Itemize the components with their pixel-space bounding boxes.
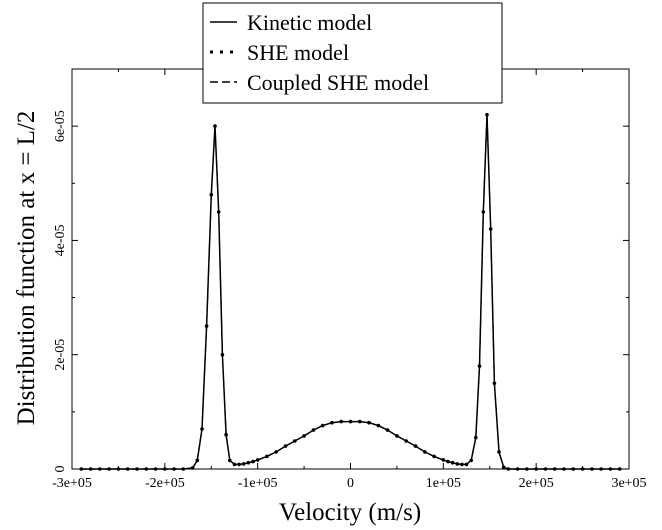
series-she-point [492,381,497,386]
series-she-point [116,467,121,471]
series-she-point [232,462,237,467]
series-she-point [246,460,251,465]
series-she-point [204,324,209,328]
series-she-point [460,462,464,467]
series-she-point [190,466,195,470]
series-she-point [477,364,482,368]
x-tick-label: 1e+05 [426,476,461,491]
series-she-point [413,444,418,448]
series-she-point [469,458,474,463]
series-she-point [200,427,204,431]
series-she-point [107,467,111,471]
series-she-point [88,467,93,471]
legend: Kinetic model SHE model Coupled SHE mode… [202,2,503,104]
series-she-point [497,450,501,454]
series-she-point [220,352,225,357]
series-she-point [195,458,200,463]
series-she-point [506,467,511,471]
series-she-point [481,210,486,214]
series-she-point [79,467,84,471]
series-she-point [450,460,455,465]
series-she-point [320,423,325,428]
series-she-point [525,467,529,471]
y-tick-label: 6e-05 [53,110,68,142]
series-she-point [339,419,344,424]
series-she-point [213,124,217,128]
x-axis-label: Velocity (m/s) [279,499,421,526]
series-she-point [125,467,130,471]
series-she-point [515,467,520,471]
series-she-point [216,210,221,214]
series-she-point [441,458,446,462]
y-tick-label: 4e-05 [53,224,68,256]
series-she-point [293,439,297,443]
series-she-point [543,467,548,471]
series-she-point [311,428,316,432]
series-she-point [330,420,334,425]
series-layer [79,112,622,471]
axis-ticks: -3e+05 -2e+05 -1e+05 0 1e+05 2e+05 3e+05 0 2e-05… [52,69,647,491]
series-she-point [501,465,506,470]
y-tick-label: 0 [53,466,68,473]
series-she-point [283,444,288,448]
series-she-point [395,434,399,438]
y-tick-label: 2e-05 [53,339,68,371]
series-she-point [367,420,371,425]
plot-frame [71,68,630,470]
y-axis-label: Distribution function at x = L/2 [13,111,40,426]
series-she-point [571,467,576,471]
series-she-point [376,423,381,428]
series-she-point [153,467,158,471]
series-she-point [608,467,613,471]
series-she-point [599,467,603,471]
series-she-point [474,435,478,440]
series-she-point [534,467,538,471]
series-she-point [617,467,622,471]
series-she-point [446,459,450,464]
series-she-point [265,454,269,459]
x-tick-label: 0 [347,476,354,491]
x-tick-label: 2e+05 [519,476,554,491]
series-she-point [181,467,186,471]
x-tick-label: 3e+05 [611,476,646,491]
series-she-point [562,467,566,471]
series-she-point [488,227,493,231]
series-she-point [464,462,469,467]
legend-box [202,2,503,104]
series-she-point [552,467,557,471]
series-kinetic-line [81,114,620,470]
series-she-point [209,192,214,197]
series-she-point [224,432,228,437]
series-she-point [144,467,149,471]
series-she-point [274,450,279,454]
x-tick-label: -1e+05 [238,476,278,491]
series-she-point [358,419,362,424]
series-she-point [172,467,176,471]
series-she-point [237,462,241,467]
series-she-point [163,467,167,471]
series-she-point [241,462,246,466]
series-she-point [580,467,585,471]
series-she-point [251,459,255,464]
series-she-point [98,467,102,471]
legend-label-coupled: Coupled SHE model [247,70,429,95]
series-coupled-she-line [81,114,620,470]
series-she-point [423,450,427,454]
legend-label-she: SHE model [247,40,349,65]
series-she-point [590,467,594,471]
series-she-point [302,434,306,438]
series-she-point [255,458,260,462]
x-tick-label: -3e+05 [52,476,92,491]
x-tick-label: -2e+05 [145,476,185,491]
series-she-point [404,439,409,443]
series-she-point [432,454,436,459]
legend-label-kinetic: Kinetic model [247,10,372,35]
series-she-point [135,467,139,471]
series-she-point [348,419,353,424]
series-she-point [385,428,390,432]
series-she-point [485,112,489,117]
series-she-point [455,462,460,466]
series-she-point [228,458,232,463]
